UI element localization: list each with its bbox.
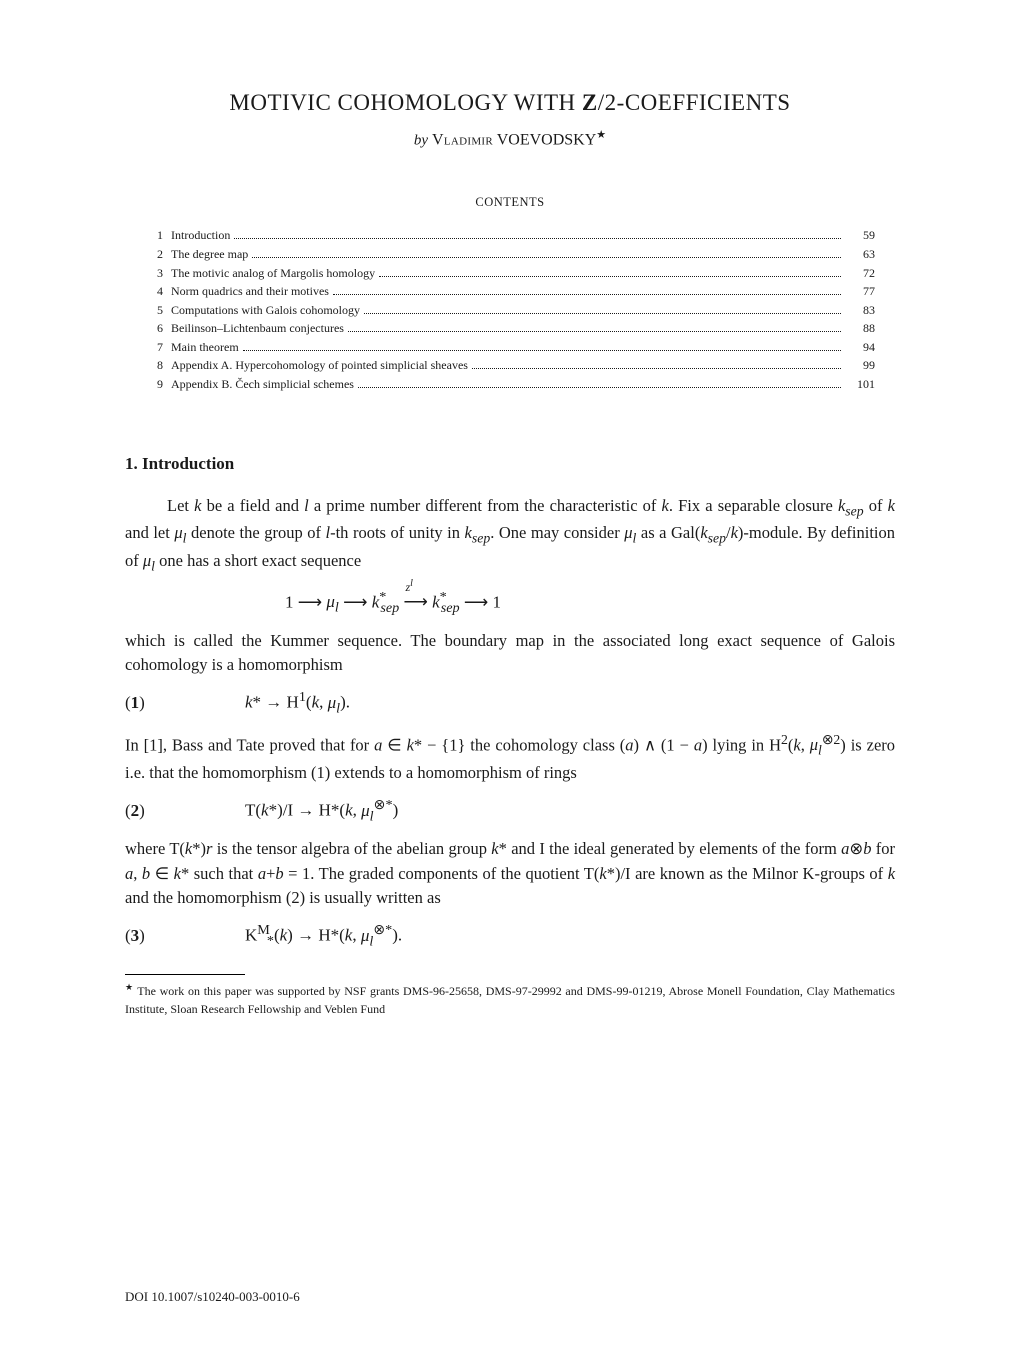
toc-row: 1 Introduction 59 xyxy=(145,226,875,245)
equation-number: (1) xyxy=(125,693,245,713)
table-of-contents: 1Introduction592The degree map633The mot… xyxy=(145,226,875,393)
toc-label: Norm quadrics and their motives xyxy=(171,282,329,301)
section-heading: 1. Introduction xyxy=(125,454,895,474)
toc-number: 9 xyxy=(145,375,163,394)
toc-leader-dots xyxy=(234,238,841,239)
toc-page: 83 xyxy=(845,301,875,320)
paper-title: MOTIVIC COHOMOLOGY WITH Z/2-COEFFICIENTS xyxy=(125,90,895,116)
toc-page: 99 xyxy=(845,356,875,375)
toc-page: 101 xyxy=(845,375,875,394)
toc-leader-dots xyxy=(358,387,841,388)
toc-page: 59 xyxy=(845,226,875,245)
toc-page: 88 xyxy=(845,319,875,338)
toc-number: 7 xyxy=(145,338,163,357)
toc-number: 4 xyxy=(145,282,163,301)
toc-page: 94 xyxy=(845,338,875,357)
toc-leader-dots xyxy=(348,331,841,332)
toc-leader-dots xyxy=(364,313,841,314)
toc-page: 77 xyxy=(845,282,875,301)
toc-number: 3 xyxy=(145,264,163,283)
equation-body: KM*(k) → H*(k, μl⊗*). xyxy=(245,922,895,950)
toc-row: 8 Appendix A. Hypercohomology of pointed … xyxy=(145,356,875,375)
toc-number: 5 xyxy=(145,301,163,320)
doi: DOI 10.1007/s10240-003-0010-6 xyxy=(125,1289,300,1305)
toc-label: Computations with Galois cohomology xyxy=(171,301,360,320)
contents-heading: CONTENTS xyxy=(125,195,895,210)
equation-number: (3) xyxy=(125,926,245,946)
equation-1: (1) k* → H1(k, μl). xyxy=(125,689,895,717)
byline: by Vladimir VOEVODSKY★ xyxy=(125,128,895,149)
toc-row: 4 Norm quadrics and their motives 77 xyxy=(145,282,875,301)
toc-leader-dots xyxy=(379,276,841,277)
paragraph: where T(k*)r is the tensor algebra of th… xyxy=(125,837,895,910)
toc-leader-dots xyxy=(472,368,841,369)
toc-label: The motivic analog of Margolis homology xyxy=(171,264,375,283)
equation-body: T(k*)/I → H*(k, μl⊗*) xyxy=(245,797,895,825)
paragraph: In [1], Bass and Tate proved that for a … xyxy=(125,730,895,786)
toc-page: 63 xyxy=(845,245,875,264)
toc-label: Appendix A. Hypercohomology of pointed s… xyxy=(171,356,468,375)
footnote: ★ The work on this paper was supported b… xyxy=(125,981,895,1018)
toc-number: 1 xyxy=(145,226,163,245)
author-star: ★ xyxy=(596,129,606,141)
footnote-rule xyxy=(125,974,245,975)
toc-label: Appendix B. Čech simplicial schemes xyxy=(171,375,354,394)
toc-label: The degree map xyxy=(171,245,248,264)
toc-row: 5 Computations with Galois cohomology 83 xyxy=(145,301,875,320)
paragraph: which is called the Kummer sequence. The… xyxy=(125,629,895,678)
byline-by: by xyxy=(414,132,428,148)
equation-number: (2) xyxy=(125,801,245,821)
toc-number: 6 xyxy=(145,319,163,338)
toc-row: 9 Appendix B. Čech simplicial schemes 101 xyxy=(145,375,875,394)
author-last: VOEVODSKY xyxy=(497,131,597,148)
toc-row: 3 The motivic analog of Margolis homology… xyxy=(145,264,875,283)
equation-2: (2) T(k*)/I → H*(k, μl⊗*) xyxy=(125,797,895,825)
equation-body: k* → H1(k, μl). xyxy=(245,689,895,717)
toc-number: 2 xyxy=(145,245,163,264)
toc-number: 8 xyxy=(145,356,163,375)
toc-label: Introduction xyxy=(171,226,230,245)
toc-label: Beilinson–Lichtenbaum conjectures xyxy=(171,319,344,338)
toc-label: Main theorem xyxy=(171,338,239,357)
math-display-kummer: 1 ⟶ μl ⟶ k*sep ⟶zl k*sep ⟶ 1 xyxy=(285,589,895,617)
toc-leader-dots xyxy=(333,294,841,295)
toc-row: 6 Beilinson–Lichtenbaum conjectures 88 xyxy=(145,319,875,338)
toc-row: 2 The degree map 63 xyxy=(145,245,875,264)
paragraph: Let k be a field and l a prime number di… xyxy=(125,494,895,577)
equation-3: (3) KM*(k) → H*(k, μl⊗*). xyxy=(125,922,895,950)
toc-leader-dots xyxy=(252,257,841,258)
toc-page: 72 xyxy=(845,264,875,283)
author-first: Vladimir xyxy=(432,131,493,148)
toc-row: 7 Main theorem 94 xyxy=(145,338,875,357)
toc-leader-dots xyxy=(243,350,841,351)
